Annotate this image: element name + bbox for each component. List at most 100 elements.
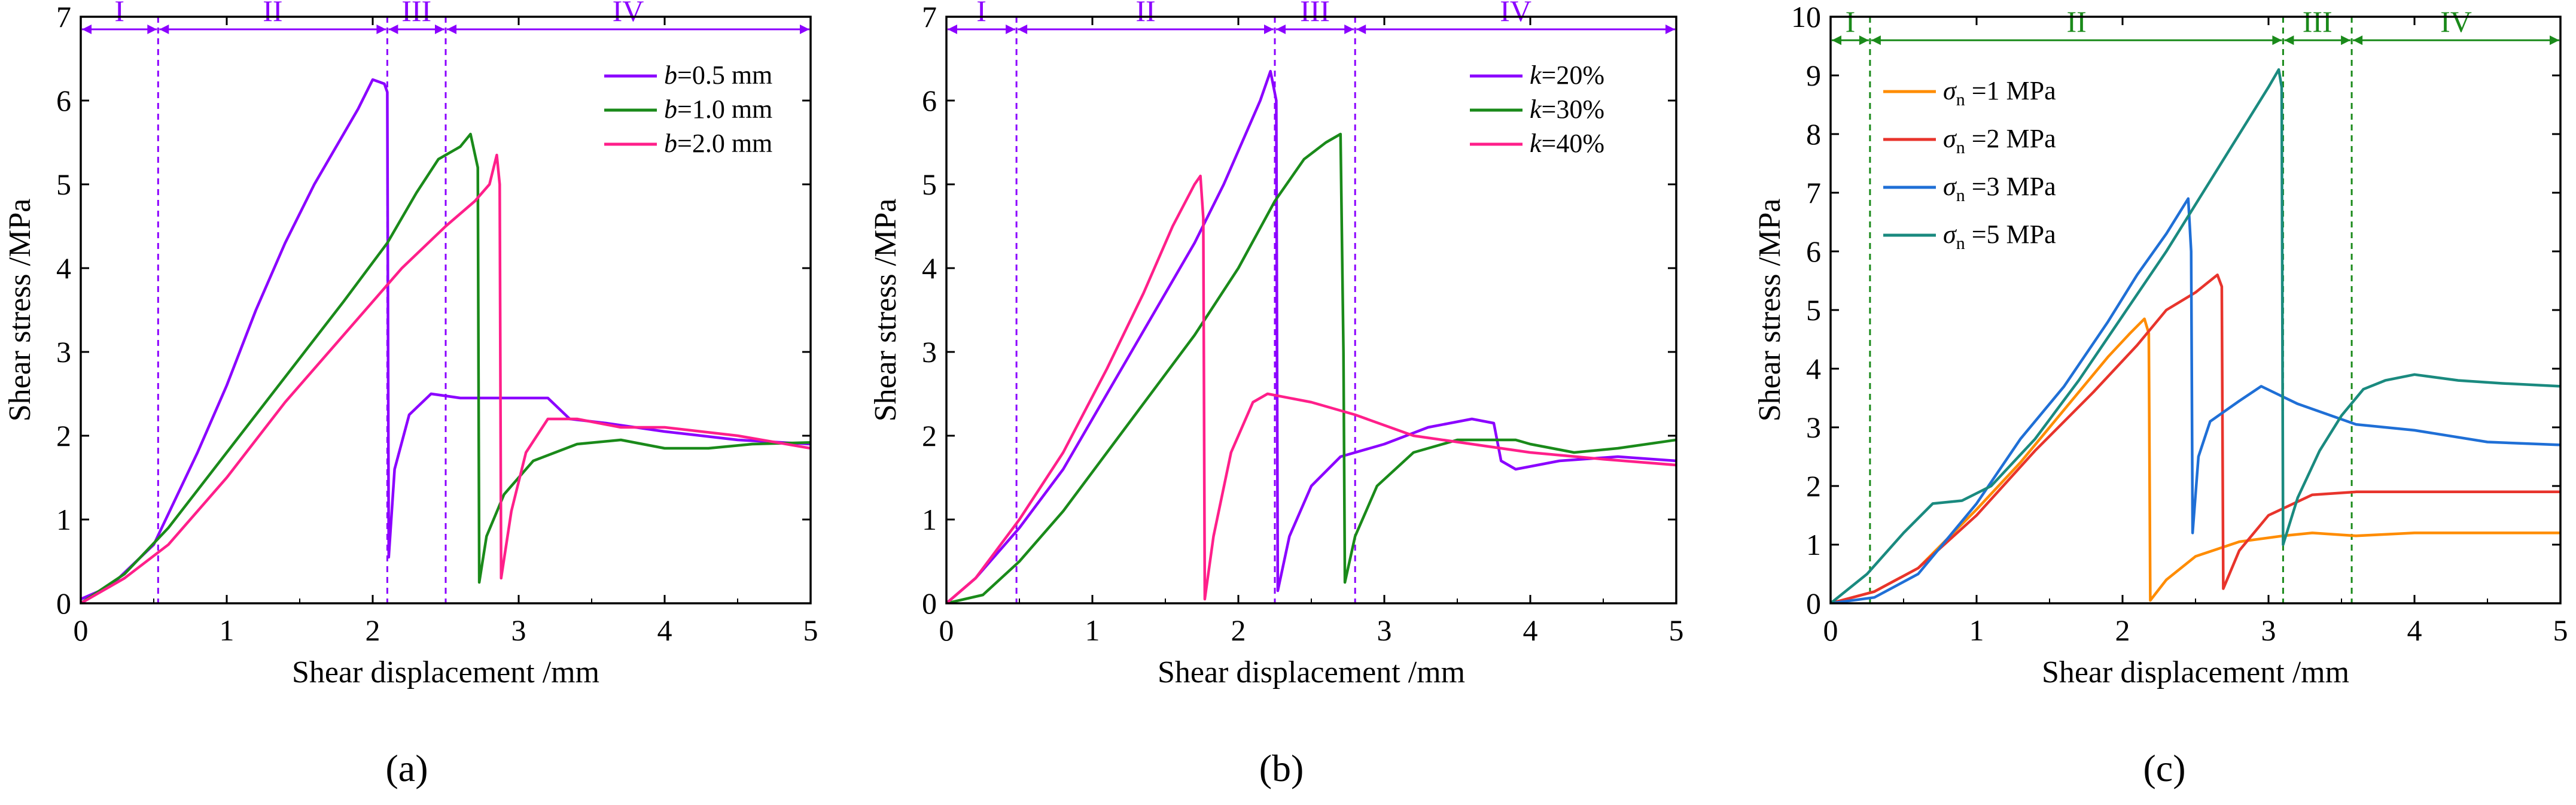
legend-variable: σ: [1943, 220, 1957, 249]
y-tick-label-a: 0: [56, 587, 71, 620]
legend-variable: b: [664, 129, 677, 158]
panel-label-a: (a): [385, 747, 428, 789]
stage-arrowhead-right-a: [147, 25, 157, 34]
legend-subscript: n: [1956, 186, 1965, 205]
y-tick-label-c: 3: [1806, 411, 1821, 444]
legend-entry-c-0: σn =1 MPa: [1943, 76, 2056, 110]
legend-variable: σ: [1943, 172, 1957, 201]
y-tick-label-a: 5: [56, 168, 71, 201]
legend-variable: k: [1530, 95, 1542, 124]
stage-label-c: I: [1846, 5, 1856, 38]
stage-arrowhead-left-a: [388, 25, 398, 34]
legend-entry-c-1: σn =2 MPa: [1943, 124, 2056, 157]
legend-variable: b: [664, 60, 677, 90]
x-tick-label-a: 4: [657, 613, 672, 647]
x-axis-title-b: Shear displacement /mm: [1158, 655, 1465, 689]
y-tick-label-b: 6: [922, 84, 937, 117]
x-tick-label-c: 2: [2115, 613, 2130, 647]
stage-arrowhead-right-b: [1665, 25, 1675, 34]
stage-arrowhead-left-a: [447, 25, 456, 34]
stage-label-b: II: [1135, 0, 1155, 28]
series-line-c-0: [1831, 317, 2560, 603]
x-tick-label-b: 2: [1231, 613, 1246, 647]
stage-arrowhead-right-a: [800, 25, 809, 34]
legend-value: =40%: [1542, 129, 1604, 158]
y-tick-label-b: 7: [922, 0, 937, 34]
stage-label-a: I: [114, 0, 124, 28]
stage-arrowhead-right-b: [1264, 25, 1274, 34]
legend-entry-c-3: σn =5 MPa: [1943, 220, 2056, 253]
x-tick-label-c: 0: [1823, 613, 1838, 647]
y-axis-title-c: Shear stress /MPa: [1753, 199, 1787, 422]
stage-label-c: III: [2303, 5, 2333, 38]
legend-entry-b-2: k=40%: [1530, 129, 1604, 158]
plot-frame-a: [80, 16, 812, 604]
series-line-c-2: [1831, 197, 2560, 603]
legend-entry-b-1: k=30%: [1530, 95, 1604, 124]
x-tick-label-a: 3: [511, 613, 526, 647]
y-tick-label-a: 4: [56, 251, 71, 285]
stage-label-a: IV: [613, 0, 644, 28]
y-tick-label-a: 2: [56, 419, 71, 452]
legend-variable: k: [1530, 129, 1542, 158]
stage-arrowhead-left-a: [82, 25, 92, 34]
y-tick-label-c: 7: [1806, 176, 1821, 209]
stage-label-a: II: [263, 0, 282, 28]
y-tick-label-c: 6: [1806, 235, 1821, 268]
y-tick-label-b: 3: [922, 335, 937, 369]
x-tick-label-a: 2: [366, 613, 380, 647]
stage-arrowhead-right-c: [1859, 35, 1869, 45]
y-tick-label-b: 0: [922, 587, 937, 620]
legend-value: =30%: [1542, 95, 1604, 124]
legend-value: =2.0 mm: [677, 129, 772, 158]
panel-label-b: (b): [1259, 747, 1304, 789]
stage-arrowhead-left-b: [1018, 25, 1028, 34]
stage-arrowhead-right-c: [2550, 35, 2559, 45]
series-line-a-2: [81, 153, 811, 603]
x-tick-label-b: 4: [1523, 613, 1538, 647]
legend-value: =5 MPa: [1965, 220, 2056, 249]
stage-label-b: IV: [1500, 0, 1531, 28]
legend-value: =1.0 mm: [677, 95, 772, 124]
stage-arrowhead-right-c: [2341, 35, 2351, 45]
series-line-c-1: [1831, 273, 2560, 603]
y-axis-title-b: Shear stress /MPa: [869, 199, 903, 422]
legend-entry-b-0: k=20%: [1530, 60, 1604, 90]
legend-value: =3 MPa: [1965, 172, 2056, 201]
legend-subscript: n: [1956, 90, 1965, 110]
y-tick-label-c: 1: [1806, 528, 1821, 561]
legend-entry-c-2: σn =3 MPa: [1943, 172, 2056, 205]
series-line-a-0: [81, 78, 811, 601]
panel-label-c: (c): [2143, 747, 2185, 789]
y-tick-label-b: 4: [922, 251, 937, 285]
plot-frame-b: [945, 16, 1677, 604]
stage-arrowhead-left-b: [1276, 25, 1286, 34]
legend-entry-a-0: b=0.5 mm: [664, 60, 772, 90]
stage-arrowhead-right-a: [435, 25, 444, 34]
series-line-b-0: [946, 69, 1676, 603]
y-tick-label-c: 8: [1806, 117, 1821, 151]
legend-variable: σ: [1943, 76, 1957, 105]
legend-value: =2 MPa: [1965, 124, 2056, 153]
series-line-b-1: [946, 132, 1676, 603]
y-tick-label-a: 7: [56, 0, 71, 34]
series-line-a-1: [81, 132, 811, 603]
legend-entry-a-1: b=1.0 mm: [664, 95, 772, 124]
x-tick-label-b: 0: [939, 613, 954, 647]
stage-arrowhead-left-a: [159, 25, 169, 34]
stage-label-c: II: [2066, 5, 2086, 38]
series-line-c-3: [1831, 68, 2560, 603]
x-tick-label-b: 3: [1377, 613, 1392, 647]
y-tick-label-b: 2: [922, 419, 937, 452]
y-tick-label-a: 1: [56, 503, 71, 536]
series-line-b-2: [946, 174, 1676, 603]
x-axis-title-a: Shear displacement /mm: [292, 655, 599, 689]
stage-arrowhead-left-c: [1832, 35, 1841, 45]
y-tick-label-b: 5: [922, 168, 937, 201]
stage-label-a: III: [401, 0, 431, 28]
